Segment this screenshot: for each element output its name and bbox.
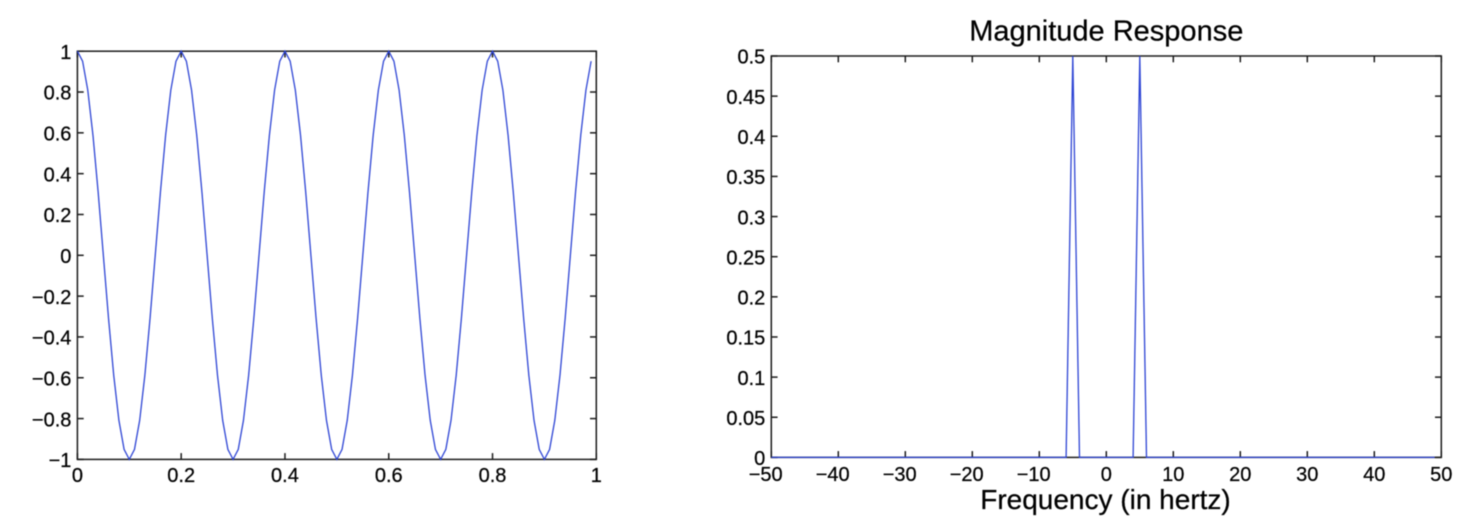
- svg-text:−20: −20: [950, 464, 984, 486]
- svg-text:0.25: 0.25: [726, 247, 765, 269]
- svg-text:0.2: 0.2: [167, 465, 195, 487]
- svg-text:0.6: 0.6: [44, 124, 72, 146]
- svg-text:0.05: 0.05: [726, 408, 765, 430]
- svg-text:0.15: 0.15: [726, 328, 765, 350]
- svg-text:−1: −1: [49, 450, 72, 472]
- svg-text:0.6: 0.6: [375, 465, 403, 487]
- svg-text:Frequency (in hertz): Frequency (in hertz): [980, 484, 1231, 515]
- svg-text:40: 40: [1363, 464, 1385, 486]
- svg-text:0.4: 0.4: [44, 164, 72, 186]
- svg-text:20: 20: [1229, 464, 1251, 486]
- svg-text:1: 1: [60, 42, 71, 64]
- svg-text:0.1: 0.1: [737, 368, 765, 390]
- svg-text:0.8: 0.8: [479, 465, 507, 487]
- svg-text:0: 0: [754, 448, 765, 470]
- svg-text:−40: −40: [816, 464, 850, 486]
- svg-text:30: 30: [1296, 464, 1318, 486]
- svg-text:0: 0: [1101, 464, 1112, 486]
- svg-text:0.5: 0.5: [737, 47, 765, 69]
- svg-text:1: 1: [591, 465, 602, 487]
- svg-text:−0.6: −0.6: [32, 368, 71, 390]
- svg-text:0.4: 0.4: [271, 465, 299, 487]
- svg-text:0: 0: [72, 465, 83, 487]
- svg-text:10: 10: [1162, 464, 1184, 486]
- svg-text:0.45: 0.45: [726, 87, 765, 109]
- svg-text:−10: −10: [1017, 464, 1051, 486]
- svg-text:0.2: 0.2: [737, 288, 765, 310]
- svg-text:−0.4: −0.4: [32, 328, 71, 350]
- svg-text:−0.8: −0.8: [32, 409, 71, 431]
- svg-text:0.35: 0.35: [726, 167, 765, 189]
- svg-text:0.2: 0.2: [44, 205, 72, 227]
- svg-text:−30: −30: [883, 464, 917, 486]
- svg-text:0.4: 0.4: [737, 127, 765, 149]
- svg-text:−0.2: −0.2: [32, 287, 71, 309]
- svg-text:0.3: 0.3: [737, 207, 765, 229]
- svg-text:0: 0: [60, 246, 71, 268]
- svg-text:−50: −50: [749, 464, 783, 486]
- svg-text:50: 50: [1430, 464, 1452, 486]
- svg-text:Magnitude Response: Magnitude Response: [969, 16, 1243, 48]
- svg-text:0.8: 0.8: [44, 83, 72, 105]
